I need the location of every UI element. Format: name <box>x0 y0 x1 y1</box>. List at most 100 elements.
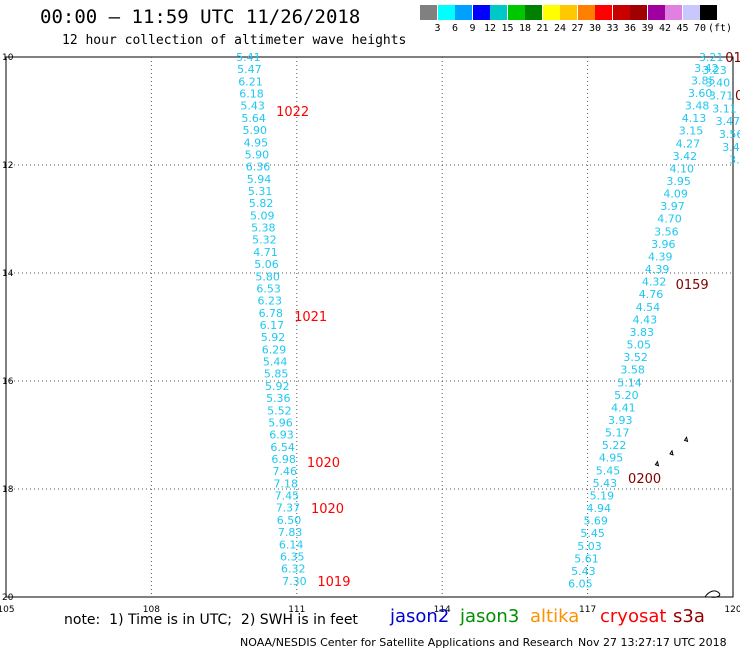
wave-height-label: 5.20 <box>614 389 639 402</box>
wave-height-label: 5.43 <box>240 100 265 113</box>
wave-height-label: 3.85 <box>691 74 716 87</box>
y-tick-label: 16 <box>2 377 14 387</box>
wave-height-label: 7.45 <box>275 490 300 503</box>
legend-swatch <box>507 5 525 20</box>
wave-height-label: 4.71 <box>253 246 278 259</box>
wave-height-label: 3.58 <box>620 364 645 377</box>
wave-height-label: 3.40 <box>722 141 740 154</box>
x-tick-label: 114 <box>434 605 451 615</box>
x-tick-label: 108 <box>143 605 160 615</box>
wave-height-label: 5.92 <box>265 380 290 393</box>
page-title: 00:00 – 11:59 UTC 11/26/2018 <box>40 6 361 28</box>
wave-height-label: 3.96 <box>651 238 676 251</box>
wave-height-label: 3.42 <box>694 62 719 75</box>
wave-height-label: 5.52 <box>267 404 292 417</box>
x-tick-label: 111 <box>288 605 305 615</box>
legend-label: 33 <box>606 23 619 34</box>
wave-height-label: 3.56 <box>719 128 740 141</box>
x-tick-label: 105 <box>0 605 15 615</box>
pass-time-label: 0159 <box>676 278 709 293</box>
wave-height-label: 5.06 <box>254 258 279 271</box>
legend-label: 30 <box>588 23 602 34</box>
wave-height-label: 6.35 <box>280 550 305 563</box>
pass-time-label: 015 <box>735 89 740 104</box>
y-tick-label: 10 <box>2 53 14 63</box>
wave-height-label: 7.46 <box>272 465 297 478</box>
legend-swatch <box>455 5 472 20</box>
legend-label: 27 <box>571 23 584 34</box>
wave-height-label: 5.45 <box>596 464 621 477</box>
wave-height-label: 5.94 <box>247 173 272 186</box>
color-legend: 3 6 9 12 15 18 21 24 27 30 33 36 39 42 45 70 (ft) <box>420 5 738 41</box>
wave-height-label: 5.90 <box>245 148 270 161</box>
satellite-name: cryosat <box>600 606 667 627</box>
wave-height-label: 3.93 <box>608 414 633 427</box>
wave-height-label: 5.61 <box>574 552 599 565</box>
y-tick-label: 20 <box>2 593 14 603</box>
wave-height-label: 3.60 <box>688 87 713 100</box>
wave-height-label: 6.98 <box>271 453 296 466</box>
wave-height-label: 4.41 <box>611 401 636 414</box>
wave-height-label: 5.09 <box>250 209 275 222</box>
wave-height-label: 5.38 <box>251 222 276 235</box>
wave-height-label: 5.69 <box>583 515 608 528</box>
wave-height-label: 3.56 <box>654 225 679 238</box>
wave-height-label: 6.05 <box>568 578 593 591</box>
wave-height-label: 5.36 <box>266 392 291 405</box>
y-tick-label: 18 <box>2 485 14 495</box>
wave-height-label: 4.70 <box>657 213 682 226</box>
wave-height-label: 4.43 <box>633 313 658 326</box>
wave-height-label: 7.18 <box>274 477 299 490</box>
wave-height-label: 7.37 <box>276 502 301 515</box>
wave-height-label: 3.52 <box>623 351 648 364</box>
legend-swatch <box>682 5 700 20</box>
legend-label: 42 <box>658 23 672 34</box>
legend-swatch <box>630 5 647 20</box>
note-text: note: 1) Time is in UTC; 2) SWH is in fe… <box>64 612 358 628</box>
legend-label: 39 <box>641 23 654 34</box>
legend-swatch <box>577 5 595 20</box>
legend-label: 24 <box>553 23 567 34</box>
wave-height-label: 3.15 <box>679 125 704 138</box>
legend-label: 3 <box>434 23 441 34</box>
island-outline <box>654 460 660 467</box>
wave-height-label: 6.29 <box>262 343 287 356</box>
wave-height-label: 5.92 <box>261 331 286 344</box>
island-outline <box>669 449 674 456</box>
wave-height-label: 3.48 <box>685 100 710 113</box>
wave-height-label: 5.43 <box>593 477 618 490</box>
wave-height-label: 5.82 <box>249 197 274 210</box>
x-tick-label: 120 <box>724 605 740 615</box>
wave-height-label: 3.97 <box>660 200 685 213</box>
wave-height-label: 4.10 <box>670 162 695 175</box>
pass-time-label: 1021 <box>294 310 327 325</box>
legend-swatch <box>437 5 455 20</box>
legend-swatch <box>595 5 612 20</box>
wave-height-label: 3.23 <box>702 64 727 77</box>
wave-height-label: 5.41 <box>236 51 261 64</box>
wave-height-label: 5.90 <box>243 124 268 137</box>
wave-height-label: 6.93 <box>269 429 294 442</box>
wave-height-label: 6.53 <box>256 282 281 295</box>
page-subtitle: 12 hour collection of altimeter wave hei… <box>62 33 407 48</box>
coastline-outline <box>704 590 721 598</box>
legend-swatch <box>612 5 630 20</box>
wave-height-label: 4.09 <box>663 188 688 201</box>
wave-height-label: 6.32 <box>281 563 306 576</box>
wave-height-label: 5.47 <box>237 63 262 76</box>
wave-height-label: 4.13 <box>682 112 707 125</box>
pass-time-label: 1020 <box>307 456 340 471</box>
legend-label: 70 <box>693 23 707 34</box>
map-frame <box>5 56 734 598</box>
wave-height-label: 5.43 <box>571 565 596 578</box>
wave-height-label: 5.03 <box>577 540 602 553</box>
island-outline <box>683 436 689 443</box>
legend-unit: (ft) <box>708 23 733 34</box>
legend-label: 21 <box>536 23 549 34</box>
wave-height-label: 5.31 <box>248 185 273 198</box>
wave-height-label: 6.23 <box>257 295 282 308</box>
wave-height-label: 3.42 <box>673 150 698 163</box>
wave-height-label: 5.19 <box>590 489 615 502</box>
